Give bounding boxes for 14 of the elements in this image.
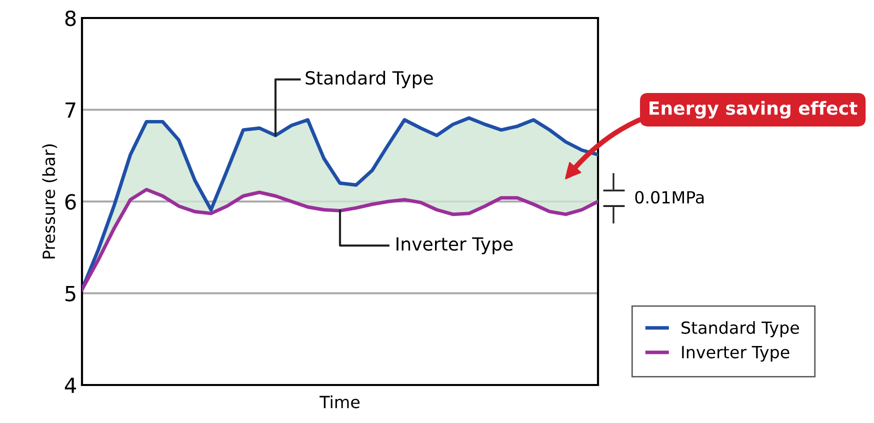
annotation: Standard Type (306, 70, 433, 88)
y-tick-label: 8 (65, 10, 76, 26)
legend-label: Inverter Type (682, 346, 790, 362)
y-tick-label: 7 (66, 102, 76, 118)
y-tick-label: 5 (65, 286, 76, 302)
y-tick-label: 4 (64, 378, 76, 393)
line-series (82, 188, 598, 292)
text: Energy saving effect (650, 100, 858, 119)
legend-label: Standard Type (682, 321, 799, 338)
x-axis-title: Time (320, 395, 360, 408)
y-axis-title: Pressure (bar) (42, 144, 58, 258)
text: 0.01MPa (635, 190, 704, 204)
y-tick-label: 6 (65, 194, 76, 210)
annotation: Inverter Type (396, 237, 513, 254)
